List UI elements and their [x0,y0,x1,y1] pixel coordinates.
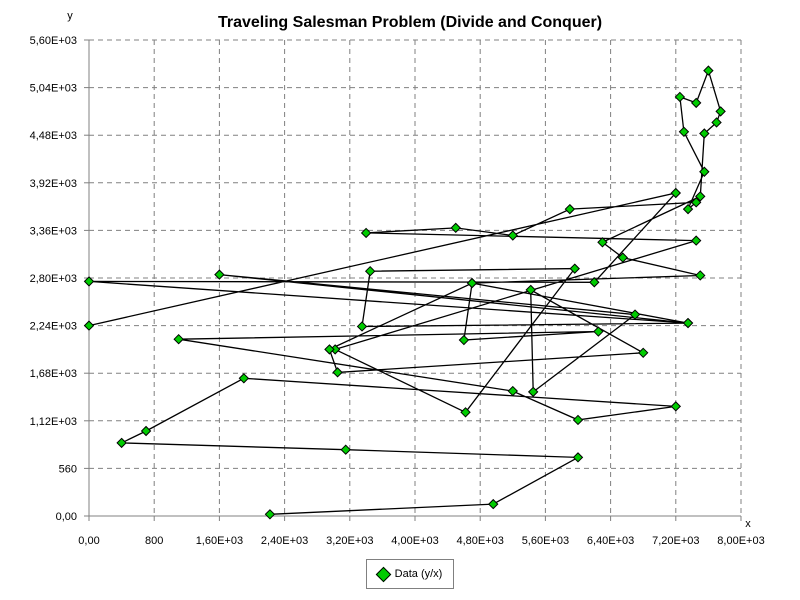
data-point [140,425,152,437]
legend: Data (y/x) [366,559,454,589]
data-point [264,509,276,520]
data-point [695,191,706,202]
data-point [116,437,127,449]
data-point [670,187,682,199]
data-point [674,91,686,103]
data-point [572,452,584,463]
x-tick-label: 6,40E+03 [587,535,634,547]
data-point [460,407,471,418]
data-point [670,401,682,412]
data-point [699,166,710,177]
x-tick-label: 2,40E+03 [261,535,308,547]
data-point [682,317,694,329]
x-tick-label: 4,80E+03 [456,535,503,547]
data-point [715,106,726,117]
legend-marker-icon [375,566,391,582]
data-point [699,128,710,139]
chart-title: Traveling Salesman Problem (Divide and C… [218,14,602,31]
data-point [569,263,580,274]
y-tick-label: 4,48E+03 [30,130,77,142]
data-point [695,270,706,281]
y-tick-label: 2,24E+03 [30,321,77,333]
y-tick-label: 3,36E+03 [30,225,77,237]
y-tick-label: 0,00 [56,511,77,523]
data-point [356,321,368,332]
data-point [678,126,690,138]
data-point [525,284,536,296]
data-point [466,277,478,289]
data-point [238,373,250,384]
data-point [690,97,702,109]
x-tick-label: 7,20E+03 [652,535,699,547]
data-point [690,197,702,208]
x-tick-label: 800 [145,535,163,547]
data-points [83,65,726,520]
data-point [450,222,461,234]
data-point [488,498,499,510]
data-point [682,203,694,215]
data-point [360,227,372,239]
data-point [173,333,184,345]
series-path [88,68,722,515]
y-tick-label: 3,92E+03 [30,178,77,190]
data-point [332,367,343,378]
x-tick-label: 8,00E+03 [717,535,764,547]
data-point [637,347,649,359]
data-point [340,444,351,455]
series-line [88,68,722,515]
x-tick-label: 5,60E+03 [522,535,569,547]
legend-label: Data (y/x) [394,568,443,580]
data-point [324,344,335,355]
data-point [703,65,714,76]
data-point [589,277,600,288]
data-point [690,235,702,246]
x-tick-label: 3,20E+03 [326,535,373,547]
y-tick-label: 5,60E+03 [30,35,77,47]
data-point [629,309,641,320]
x-tick-label: 4,00E+03 [391,535,438,547]
x-tick-label: 1,60E+03 [196,535,243,547]
data-point [214,269,225,280]
y-tick-label: 1,68E+03 [30,368,77,380]
data-point [572,414,584,426]
data-point [597,237,608,248]
y-tick-label: 1,12E+03 [30,416,77,428]
data-point [564,203,576,215]
y-tick-label: 2,80E+03 [30,273,77,285]
data-point [364,265,376,277]
data-point [527,386,539,398]
data-point [83,276,95,287]
data-point [593,326,604,337]
y-axis-label: y [67,10,73,22]
data-point [83,320,95,331]
data-point [617,252,629,263]
data-point [458,334,470,346]
data-point [507,230,519,241]
data-point [507,385,519,397]
y-tick-label: 560 [59,463,77,475]
x-tick-label: 0,00 [78,535,99,547]
x-axis-label: x [745,518,751,530]
data-point [711,117,722,128]
tick-labels: 0,00 800 1,60E+03 2,40E+03 3,20E+03 4,00E+03 4… [30,35,765,547]
y-tick-label: 5,04E+03 [30,83,77,95]
